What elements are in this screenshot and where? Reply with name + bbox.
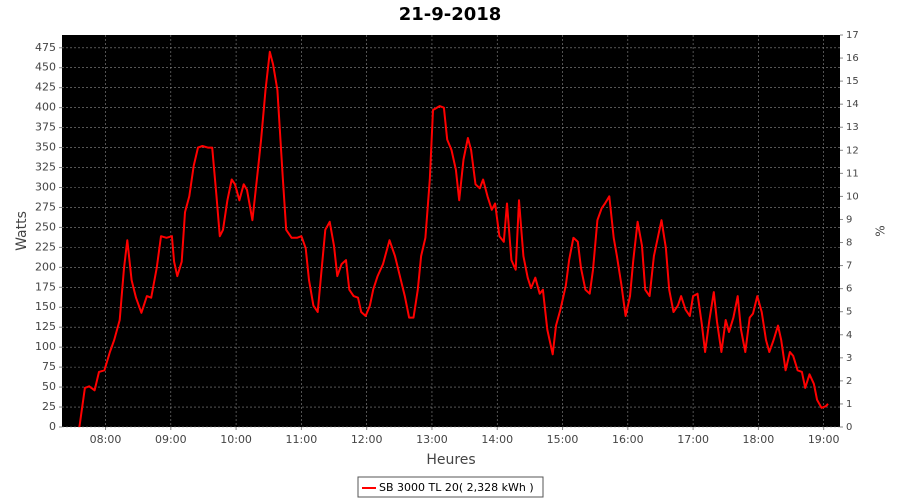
x-tick-label: 08:00 xyxy=(90,433,122,446)
y2-tick-label: 0 xyxy=(846,422,852,433)
y-tick-label: 225 xyxy=(35,240,56,253)
x-tick-label: 18:00 xyxy=(743,433,775,446)
y2-tick-label: 1 xyxy=(846,399,852,410)
y2-tick-label: 6 xyxy=(846,284,852,295)
y-tick-label: 300 xyxy=(35,180,56,193)
x-tick-label: 14:00 xyxy=(481,433,513,446)
y2-tick-label: 9 xyxy=(846,214,852,225)
y2-tick-label: 8 xyxy=(846,238,852,249)
y-tick-label: 0 xyxy=(49,420,56,433)
y-tick-label: 400 xyxy=(35,101,56,114)
y-tick-label: 50 xyxy=(42,380,56,393)
plot-area xyxy=(62,35,840,427)
y-tick-label: 475 xyxy=(35,41,56,54)
y2-axis-label: % xyxy=(874,225,888,236)
y2-tick-label: 12 xyxy=(846,145,859,156)
y-tick-label: 350 xyxy=(35,141,56,154)
x-tick-label: 11:00 xyxy=(286,433,318,446)
y-axis-label: Watts xyxy=(14,211,30,251)
y-tick-label: 250 xyxy=(35,220,56,233)
x-tick-label: 12:00 xyxy=(351,433,383,446)
y-tick-label: 25 xyxy=(42,400,56,413)
y-tick-label: 375 xyxy=(35,121,56,134)
y2-tick-label: 2 xyxy=(846,376,852,387)
x-tick-label: 17:00 xyxy=(677,433,709,446)
y-tick-label: 175 xyxy=(35,280,56,293)
legend-box xyxy=(357,476,544,498)
x-tick-label: 16:00 xyxy=(612,433,644,446)
y-tick-label: 150 xyxy=(35,300,56,313)
y2-tick-label: 7 xyxy=(846,261,852,272)
legend: SB 3000 TL 20( 2,328 kWh ) xyxy=(357,476,544,498)
y-tick-label: 425 xyxy=(35,81,56,94)
y-tick-label: 100 xyxy=(35,340,56,353)
x-tick-label: 13:00 xyxy=(416,433,448,446)
y-tick-label: 200 xyxy=(35,260,56,273)
legend-label: SB 3000 TL 20( 2,328 kWh ) xyxy=(379,481,534,494)
x-tick-label: 10:00 xyxy=(220,433,252,446)
y2-tick-label: 13 xyxy=(846,122,859,133)
x-axis-label: Heures xyxy=(426,452,475,468)
data-line xyxy=(78,50,829,428)
y-tick-label: 75 xyxy=(42,360,56,373)
y2-tick-label: 4 xyxy=(846,330,852,341)
y2-tick-label: 3 xyxy=(846,353,852,364)
y-tick-label: 450 xyxy=(35,61,56,74)
y2-tick-label: 16 xyxy=(846,53,859,64)
x-tick-label: 19:00 xyxy=(808,433,840,446)
y2-tick-label: 17 xyxy=(846,30,859,41)
chart-title: 21-9-2018 xyxy=(399,4,502,25)
y2-tick-label: 10 xyxy=(846,191,859,202)
y-tick-label: 325 xyxy=(35,161,56,174)
y-tick-label: 275 xyxy=(35,200,56,213)
y2-tick-label: 5 xyxy=(846,307,852,318)
y-tick-label: 125 xyxy=(35,320,56,333)
x-tick-label: 09:00 xyxy=(155,433,187,446)
x-tick-label: 15:00 xyxy=(547,433,579,446)
y2-tick-label: 14 xyxy=(846,99,859,110)
y2-tick-label: 15 xyxy=(846,76,859,87)
y2-tick-label: 11 xyxy=(846,168,859,179)
